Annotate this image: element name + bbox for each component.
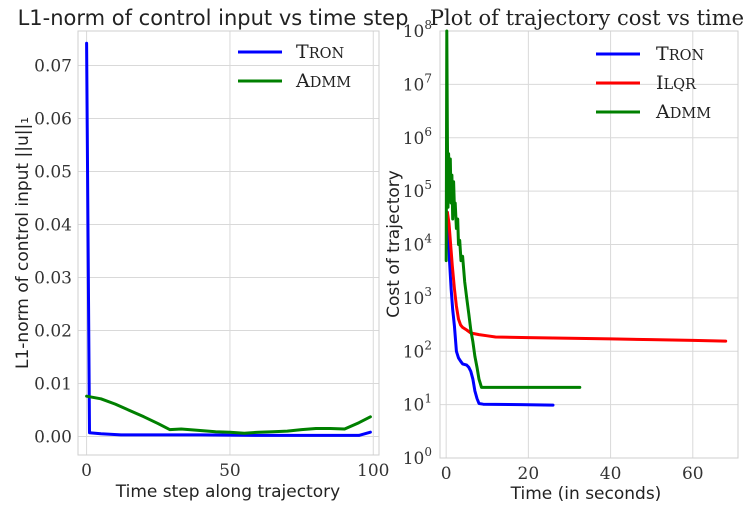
right-y-axis-label: Cost of trajectory xyxy=(384,170,404,318)
y-tick-label: 0.07 xyxy=(34,56,72,76)
x-tick-label: 100 xyxy=(357,461,389,481)
right-x-axis-label: Time (in seconds) xyxy=(510,484,662,504)
left-chart-title: L1-norm of control input vs time step xyxy=(18,6,409,30)
right-chart: Plot of trajectory cost vs time 0 20 40 60 1… xyxy=(384,6,744,504)
y-tick-label: 104 xyxy=(403,232,433,256)
series-line-admm xyxy=(85,394,372,435)
y-tick-label: 102 xyxy=(403,338,432,362)
y-tick-label: 105 xyxy=(403,178,432,202)
y-tick-label: 108 xyxy=(403,18,432,42)
y-tick-label: 103 xyxy=(403,285,432,309)
left-legend: TRON ADMM xyxy=(238,41,351,92)
y-tick-label: 0.02 xyxy=(34,321,72,341)
x-tick-label: 50 xyxy=(219,461,241,481)
x-tick-label: 60 xyxy=(682,464,704,484)
left-x-axis-label: Time step along trajectory xyxy=(115,482,340,502)
series-line-ilqr xyxy=(445,210,728,343)
x-tick-label: 0 xyxy=(81,461,92,481)
y-tick-label: 0.03 xyxy=(34,268,72,288)
y-tick-label: 107 xyxy=(403,71,432,95)
legend-label-admm: ADMM xyxy=(655,101,711,123)
series-line-tron xyxy=(445,210,555,407)
left-plot-frame xyxy=(77,30,380,456)
y-tick-label: 0.06 xyxy=(34,109,72,129)
x-tick-label: 0 xyxy=(441,464,452,484)
x-tick-label: 20 xyxy=(518,464,540,484)
y-tick-label: 0.05 xyxy=(34,162,72,182)
left-y-axis-label: L1-norm of control input ||u||₁ xyxy=(13,117,33,369)
legend-label-ilqr: ILQR xyxy=(656,72,697,94)
y-tick-label: 101 xyxy=(403,392,432,416)
y-tick-label: 0.01 xyxy=(34,374,72,394)
legend-label-admm: ADMM xyxy=(295,70,351,92)
y-tick-label: 106 xyxy=(403,125,432,149)
legend-label-tron: TRON xyxy=(656,43,704,65)
y-tick-label: 0.04 xyxy=(34,215,72,235)
x-tick-label: 40 xyxy=(600,464,622,484)
left-chart: L1-norm of control input vs time step 0 5… xyxy=(13,6,408,502)
series-line-admm xyxy=(444,29,582,389)
legend-label-tron: TRON xyxy=(296,41,344,63)
y-tick-label: 100 xyxy=(403,445,432,469)
series-line-tron xyxy=(85,41,372,437)
y-tick-label: 0.00 xyxy=(34,427,72,447)
right-legend: TRON ILQR ADMM xyxy=(596,43,711,123)
right-plot-frame xyxy=(439,30,739,459)
right-chart-title: Plot of trajectory cost vs time xyxy=(430,6,744,30)
